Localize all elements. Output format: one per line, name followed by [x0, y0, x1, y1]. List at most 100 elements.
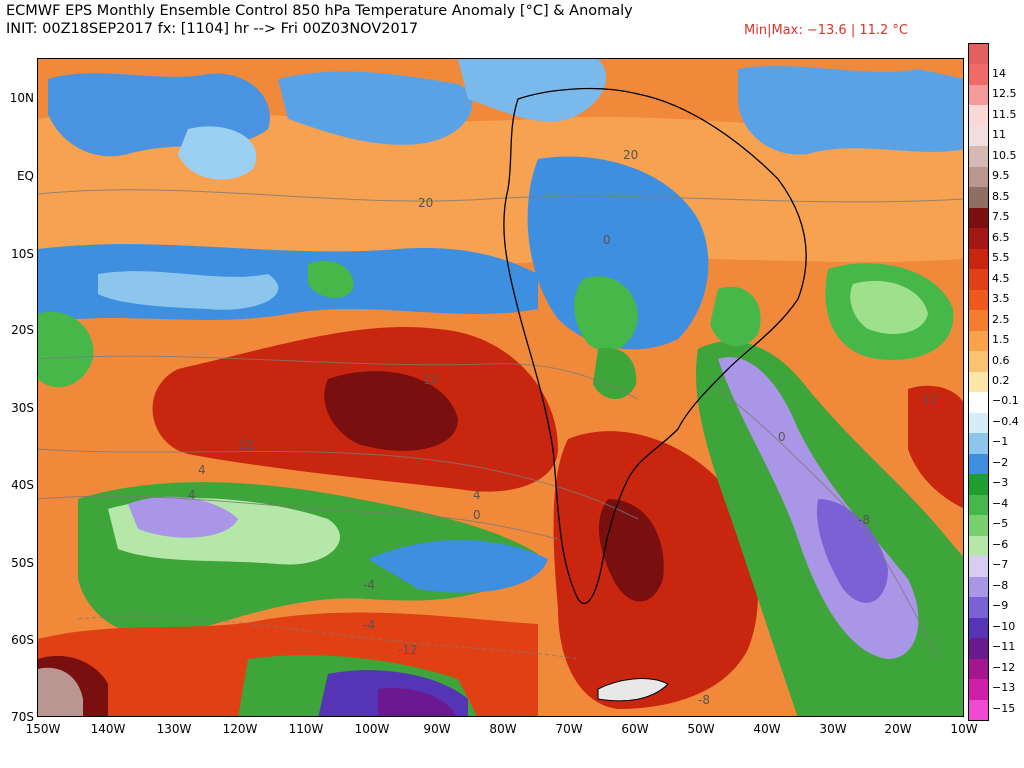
colorbar-label: −13 — [992, 681, 1016, 695]
colorbar-cell — [969, 105, 988, 127]
chart-title: ECMWF EPS Monthly Ensemble Control 850 h… — [6, 3, 633, 19]
lon-label-150w: 150W — [25, 722, 61, 736]
colorbar-label: −1 — [992, 435, 1009, 449]
colorbar-label: 2.5 — [992, 312, 1010, 326]
colorbar-cell — [969, 310, 988, 332]
colorbar-label: −11 — [992, 640, 1016, 654]
colorbar-label: 11.5 — [992, 107, 1017, 121]
colorbar-label: −4 — [992, 496, 1009, 510]
colorbar-label: 0.6 — [992, 353, 1010, 367]
colorbar-label: 10.5 — [992, 148, 1017, 162]
colorbar-cell — [969, 64, 988, 86]
contour-label: -12 — [398, 643, 418, 657]
green-blob-west — [38, 311, 94, 388]
lon-label-80w: 80W — [489, 722, 517, 736]
antarctic-peninsula-outline — [597, 678, 669, 702]
init-forecast-line: INIT: 00Z18SEP2017 fx: [1104] hr --> Fri… — [6, 21, 419, 37]
colorbar-cell — [969, 535, 988, 557]
lat-label-50s: 50S — [11, 556, 34, 570]
contour-label: 20 — [418, 196, 433, 210]
lon-label-70w: 70W — [555, 722, 583, 736]
colorbar-label: −5 — [992, 517, 1009, 531]
colorbar-label: 6.5 — [992, 230, 1010, 244]
contour-line — [38, 448, 639, 520]
southern-pacific-blue-strip — [368, 540, 548, 593]
min-max-readout: Min|Max: −13.6 | 11.2 °C — [744, 23, 908, 38]
colorbar-label: 12.5 — [992, 87, 1017, 101]
southern-pacific-purple-patch — [128, 496, 238, 538]
colorbar-label: 1.5 — [992, 333, 1010, 347]
colorbar-cell — [969, 638, 988, 660]
lon-label-100w: 100W — [354, 722, 390, 736]
lon-label-30w: 30W — [819, 722, 847, 736]
colorbar-cell — [969, 187, 988, 209]
contour-label: 0 — [473, 508, 481, 522]
colorbar-cell — [969, 392, 988, 414]
lat-label-30s: 30S — [11, 401, 34, 415]
lat-label-40s: 40S — [11, 478, 34, 492]
tropical-warm-band — [38, 111, 963, 267]
lon-label-130w: 130W — [156, 722, 192, 736]
colorbar-cell — [969, 597, 988, 619]
contour-line — [38, 355, 639, 400]
contour-label: 12 — [423, 373, 438, 387]
contour-label: 20 — [623, 148, 638, 162]
colorbar-cell — [969, 433, 988, 455]
colorbar-overflow-cell — [969, 44, 988, 65]
colorbar-label: −9 — [992, 599, 1009, 613]
colorbar-cell — [969, 617, 988, 639]
north-cool-patch-4 — [458, 59, 607, 122]
equatorial-cool-patch — [98, 271, 279, 310]
anomaly-map: 20 20 0 12 12 4 4 4 0 -4 -4 -12 0 12 -8 … — [37, 58, 964, 717]
southwest-corner-patch — [38, 667, 83, 716]
lat-label-10n: 10N — [9, 91, 34, 105]
lat-label-70s: 70S — [11, 710, 34, 724]
contour-line — [77, 615, 579, 660]
colorbar — [968, 43, 989, 721]
colorbar-cell — [969, 248, 988, 270]
lat-label-10s: 10S — [11, 247, 34, 261]
contour-label: 12 — [238, 438, 253, 452]
lon-label-90w: 90W — [423, 722, 451, 736]
colorbar-cell — [969, 330, 988, 352]
colorbar-label: −2 — [992, 455, 1009, 469]
colorbar-cell — [969, 228, 988, 250]
colorbar-label: −8 — [992, 578, 1009, 592]
colorbar-label: 0.2 — [992, 374, 1010, 387]
north-cool-patch-2 — [278, 71, 473, 145]
colorbar-label: −10 — [992, 619, 1016, 633]
lon-label-140w: 140W — [90, 722, 126, 736]
colorbar-label: 14 — [992, 66, 1006, 80]
colorbar-cell — [969, 556, 988, 578]
south-atlantic-deep-purple — [817, 499, 888, 603]
colorbar-label: −12 — [992, 660, 1016, 674]
contour-line — [717, 388, 939, 660]
contour-labels: 20 20 0 12 12 4 4 4 0 -4 -4 -12 0 12 -8 … — [188, 148, 938, 707]
colorbar-label: 4.5 — [992, 271, 1010, 285]
southeast-pacific-hot-center — [324, 371, 458, 451]
colorbar-label: 8.5 — [992, 189, 1010, 203]
colorbar-cell — [969, 351, 988, 373]
lon-label-20w: 20W — [884, 722, 912, 736]
colorbar-cell — [969, 146, 988, 168]
lat-label-eq: EQ — [16, 169, 34, 183]
contour-label: 12 — [923, 393, 938, 407]
lon-label-110w: 110W — [288, 722, 324, 736]
contour-label: -4 — [363, 618, 375, 632]
brazil-green-patch-2 — [593, 348, 637, 399]
colorbar-label: 5.5 — [992, 251, 1010, 265]
east-atlantic-light-green — [850, 280, 928, 334]
colorbar-cell — [969, 269, 988, 291]
contour-label: 4 — [473, 488, 481, 502]
contour-label: -8 — [858, 513, 870, 527]
colorbar-cell — [969, 474, 988, 496]
brazil-cool-area — [527, 156, 709, 350]
contour-label: -8 — [698, 693, 710, 707]
colorbar-cell — [969, 412, 988, 434]
contour-label: 0 — [778, 430, 786, 444]
south-america-coastline — [503, 87, 807, 605]
green-blob-110w — [308, 260, 354, 299]
north-cool-patch-3 — [178, 126, 257, 180]
lon-label-40w: 40W — [753, 722, 781, 736]
contour-label: -4 — [363, 578, 375, 592]
